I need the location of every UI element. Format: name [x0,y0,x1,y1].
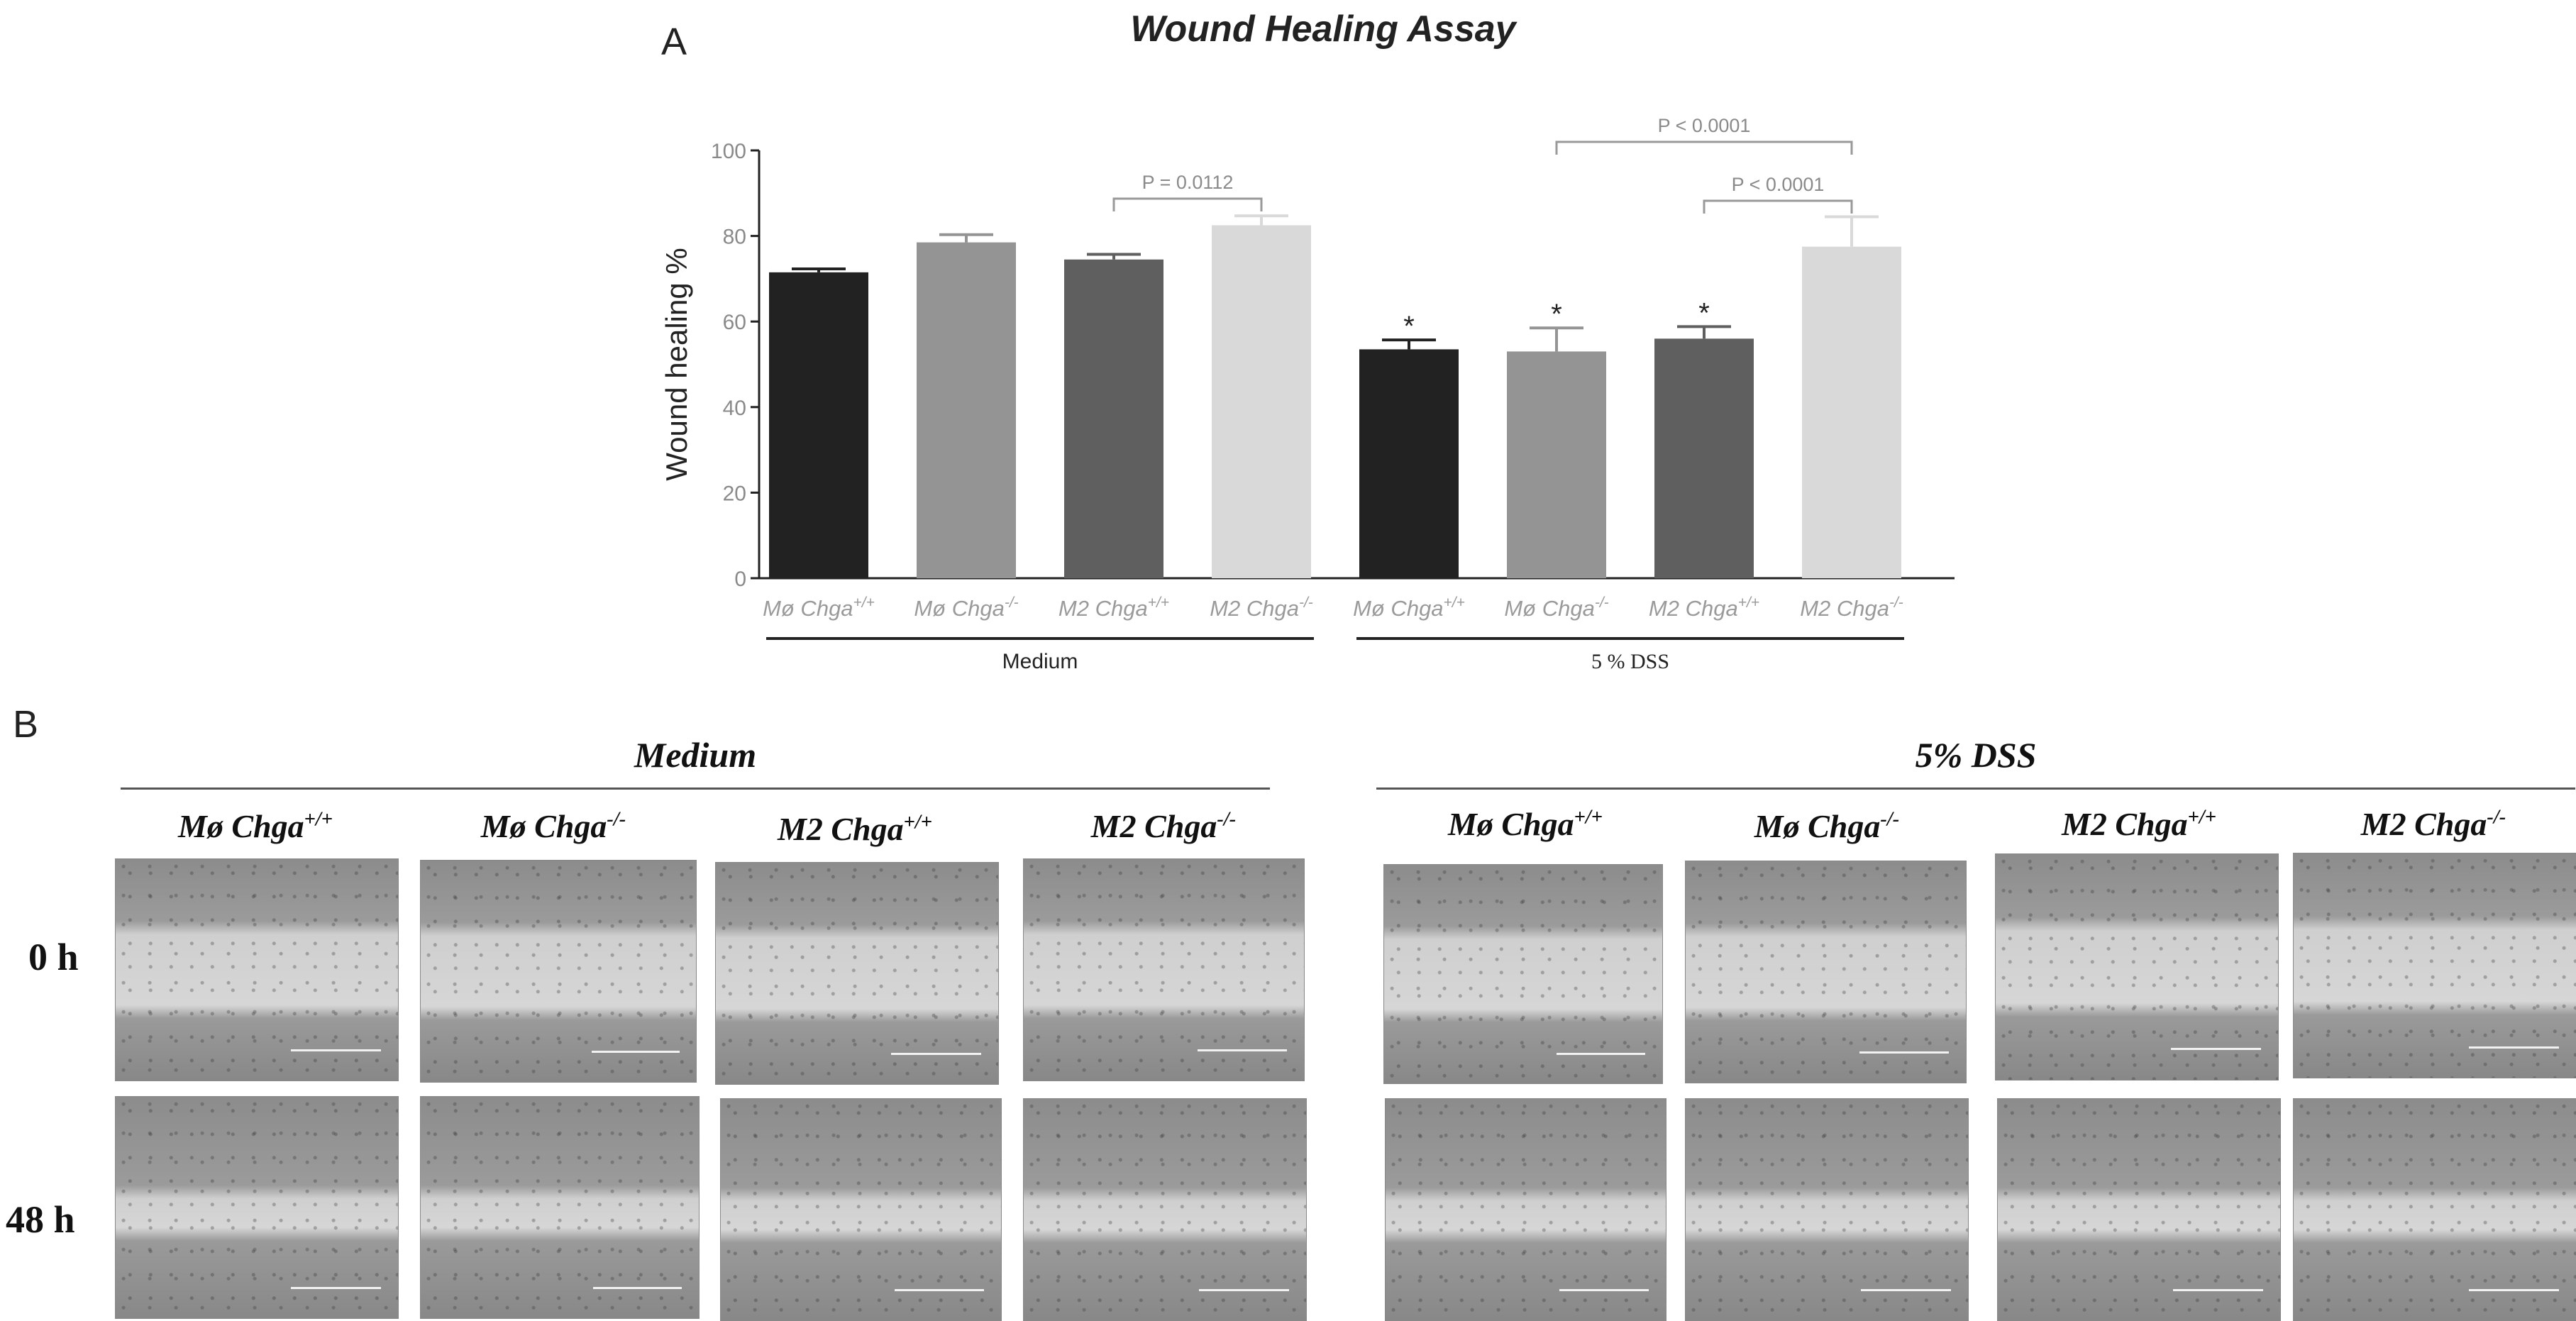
scale-bar [1557,1053,1645,1055]
group-label: Medium [1002,650,1078,673]
bar-chart: Wound Healing Assay 0 20 40 60 80 100 Wound hea… [660,9,1955,673]
bar [917,242,1016,578]
category-label: M2 Chga-/- [1210,595,1313,621]
micrograph-image [1023,858,1305,1081]
bar [1064,259,1163,578]
micrograph-image [2293,1098,2576,1321]
micrograph-image [2293,853,2576,1078]
scale-bar [2173,1289,2263,1291]
col-label-medium-1: Mø Chga+/+ [177,808,333,844]
group-label: 5 % DSS [1591,650,1669,673]
significance-bracket [1555,140,1853,155]
significance-bracket [1703,199,1853,214]
panel-b-letter: B [13,703,39,746]
micrograph-image [1023,1098,1307,1321]
significance-star: * [1403,311,1415,342]
micrograph-image [1383,864,1663,1084]
bar [1654,338,1754,578]
row-label-0h: 0 h [28,936,79,978]
significance-label: P = 0.0112 [1142,172,1234,193]
significance-bracket [1112,197,1263,211]
col-label-medium-4: M2 Chga-/- [1090,808,1237,844]
micrograph-image [720,1098,1002,1321]
category-label: Mø Chga+/+ [763,595,875,621]
y-tick-label: 80 [723,226,746,249]
group-title-dss: 5% DSS [1915,735,2037,775]
scale-bar [1198,1049,1287,1051]
significance-label: P < 0.0001 [1732,174,1825,195]
micrograph-image [1685,1098,1969,1321]
y-tick-label: 40 [723,397,746,420]
scale-bar [291,1049,381,1051]
group-title-medium: Medium [634,735,757,775]
panel-a: A Wound Healing Assay 0 20 40 60 80 100 Wound h… [660,9,1955,673]
scale-bar [1859,1051,1949,1054]
category-label: M2 Chga+/+ [1649,595,1759,621]
category-label: M2 Chga-/- [1800,595,1903,621]
col-label-dss-2: Mø Chga-/- [1754,808,1900,844]
category-label: M2 Chga+/+ [1058,595,1169,621]
scale-bar [2171,1048,2261,1050]
scale-bar [1199,1289,1289,1291]
micrograph-image [420,1096,700,1319]
bar [1507,351,1606,578]
scale-bar [593,1287,682,1289]
category-label: Mø Chga-/- [914,595,1018,621]
scale-bar [1559,1289,1649,1291]
row-label-48h: 48 h [6,1198,75,1241]
col-label-medium-2: Mø Chga-/- [480,808,626,844]
col-label-dss-1: Mø Chga+/+ [1447,806,1603,842]
y-tick-label: 100 [711,140,746,163]
micrograph-image [115,1096,399,1319]
micrograph-image [715,862,999,1085]
scale-bar [2469,1046,2559,1049]
scale-bar [291,1287,381,1289]
scale-bar [895,1289,984,1291]
micrograph-image [1685,861,1967,1083]
bar [1212,225,1311,578]
category-label: Mø Chga-/- [1504,595,1608,621]
micrograph-image [420,860,697,1083]
group-rule-dss [1376,787,2575,790]
chart-title: Wound Healing Assay [1130,9,1518,50]
y-axis-label: Wound healing % [660,248,693,480]
bar [769,272,868,578]
bar [1359,349,1459,578]
significance-star: * [1551,299,1562,330]
micrograph-image [1385,1098,1666,1321]
micrograph-image [115,858,399,1081]
micrograph-image [1997,1098,2281,1321]
scale-bar [592,1051,680,1053]
col-label-dss-3: M2 Chga+/+ [2061,806,2217,842]
y-tick-label: 20 [723,482,746,505]
significance-star: * [1698,297,1710,328]
scale-bar [891,1053,981,1055]
y-tick-label: 60 [723,311,746,334]
group-rule-medium [121,787,1270,790]
scale-bar [2469,1289,2559,1291]
micrograph-image [1995,853,2279,1080]
col-label-medium-3: M2 Chga+/+ [777,811,933,847]
category-label: Mø Chga+/+ [1353,595,1465,621]
significance-label: P < 0.0001 [1658,115,1751,136]
col-label-dss-4: M2 Chga-/- [2360,806,2506,842]
scale-bar [1861,1289,1951,1291]
bar [1802,246,1901,578]
panel-a-letter: A [661,21,687,63]
y-tick-label: 0 [734,568,746,591]
